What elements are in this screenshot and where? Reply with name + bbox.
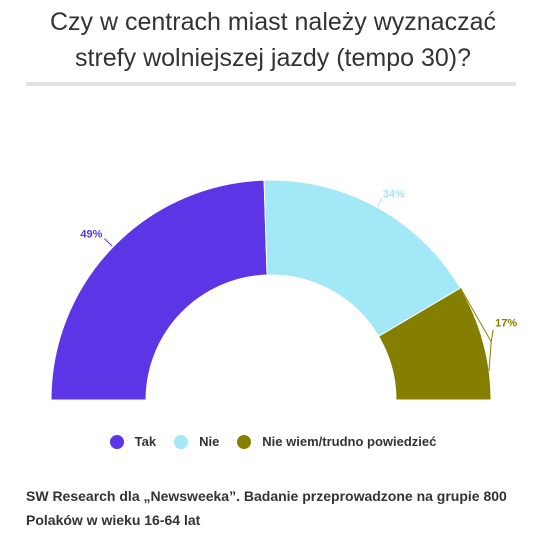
slice-nie-wiem[interactable]	[377, 287, 492, 401]
legend: Tak Nie Nie wiem/trudno powiedzieć	[0, 434, 546, 449]
legend-label-nie: Nie	[199, 434, 220, 449]
legend-marker-nie-wiem	[237, 434, 252, 449]
data-label-group-nie-wiem: 17%	[459, 287, 517, 371]
chart-title-line-1: Czy w centrach miast należy wyznaczać	[50, 8, 496, 36]
connector-nie	[377, 198, 383, 207]
data-label-group-tak: 49%	[80, 229, 113, 247]
data-label-group-nie: 34%	[377, 188, 405, 207]
legend-marker-nie	[174, 434, 189, 449]
slice-tak[interactable]	[50, 179, 268, 401]
legend-item-tak[interactable]: Tak	[109, 434, 157, 449]
chart-title: Czy w centrach miast należy wyznaczać st…	[0, 4, 546, 76]
legend-marker-tak	[109, 434, 124, 449]
source-note: SW Research dla „Newsweeka”. Badanie prz…	[26, 488, 507, 528]
legend-item-nie-wiem[interactable]: Nie wiem/trudno powiedzieć	[237, 434, 436, 449]
title-divider	[26, 82, 516, 86]
legend-label-tak: Tak	[134, 434, 157, 449]
data-label-nie-wiem: 17%	[495, 318, 517, 330]
connector-tak	[104, 238, 113, 247]
chart-title-line-2: strefy wolniejszej jazdy (tempo 30)?	[75, 44, 471, 72]
semi-donut-chart: 49% 34% 17%	[50, 179, 517, 401]
data-label-nie: 34%	[383, 188, 405, 200]
data-label-tak: 49%	[80, 229, 102, 241]
legend-label-nie-wiem: Nie wiem/trudno powiedzieć	[262, 434, 437, 449]
slice-nie[interactable]	[263, 179, 462, 338]
legend-item-nie[interactable]: Nie	[174, 434, 219, 449]
connector-nie-wiem	[459, 287, 494, 371]
